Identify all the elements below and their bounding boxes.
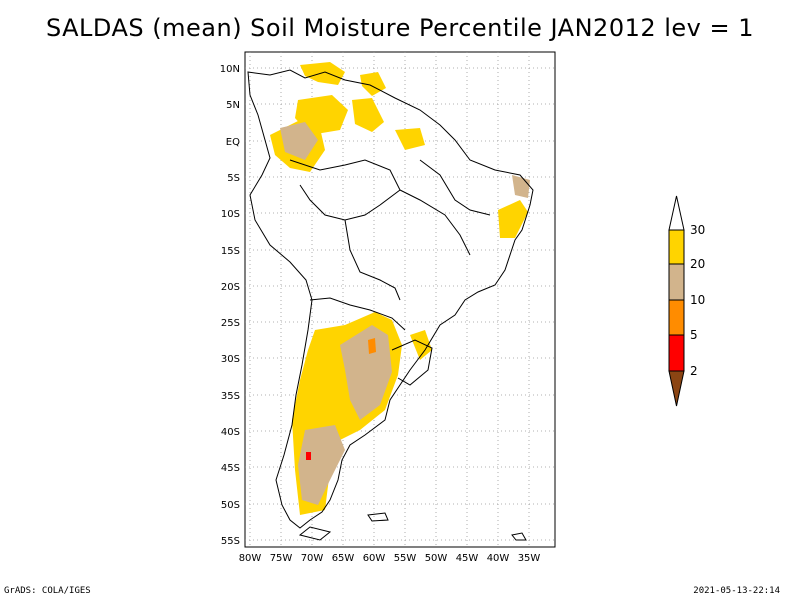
tierra-del-fuego	[298, 526, 332, 541]
shade-region	[306, 452, 311, 460]
lon-axis-labels: 80W 75W 70W 65W 60W 55W 50W 45W 40W 35W	[239, 553, 541, 564]
map-title: SALDAS (mean) Soil Moisture Percentile J…	[45, 14, 755, 42]
legend-label: 2	[690, 364, 698, 378]
shade-region	[410, 330, 432, 360]
legend-swatch-above-30	[668, 195, 685, 231]
lat-label: 20S	[221, 282, 240, 293]
continent-outline	[247, 69, 534, 529]
lat-label: 10N	[220, 64, 240, 75]
lat-axis-labels: 10N 5N EQ 5S 10S 15S 20S 25S 30S 35S 40S…	[220, 64, 240, 547]
legend-label: 20	[690, 257, 705, 271]
lat-label: 5S	[227, 173, 240, 184]
lat-label: EQ	[226, 137, 240, 148]
lat-label: 40S	[221, 427, 240, 438]
lat-label: 45S	[221, 463, 240, 474]
country-border	[391, 339, 433, 386]
country-border	[344, 219, 401, 301]
shade-region	[298, 425, 345, 505]
lon-label: 50W	[425, 553, 448, 564]
shade-region	[300, 62, 345, 85]
shade-region	[340, 325, 392, 420]
legend-swatch-20-30	[668, 229, 685, 265]
lon-label: 75W	[270, 553, 293, 564]
coastline	[247, 69, 534, 541]
shade-region	[280, 122, 318, 160]
shade-region	[395, 128, 425, 150]
country-border	[419, 159, 491, 216]
shade-region	[368, 338, 376, 354]
legend-swatch-2-5	[668, 334, 685, 372]
lon-label: 65W	[332, 553, 355, 564]
lon-label: 80W	[239, 553, 262, 564]
legend-label: 30	[690, 223, 705, 237]
country-border	[399, 189, 471, 256]
lon-label: 45W	[456, 553, 479, 564]
south-georgia	[511, 532, 527, 541]
country-border	[309, 297, 406, 331]
country-border	[289, 159, 401, 221]
lat-label: 25S	[221, 318, 240, 329]
lat-label: 10S	[221, 209, 240, 220]
footer-timestamp: 2021-05-13-22:14	[693, 586, 780, 596]
shade-region	[352, 98, 384, 132]
falkland-islands	[367, 512, 389, 522]
footer-credit: GrADS: COLA/IGES	[4, 586, 91, 596]
lat-label: 5N	[226, 100, 240, 111]
shaded-fields	[270, 62, 530, 515]
lon-label: 40W	[487, 553, 510, 564]
lon-label: 55W	[394, 553, 417, 564]
lon-label: 60W	[363, 553, 386, 564]
lat-label: 30S	[221, 354, 240, 365]
lon-label: 35W	[518, 553, 541, 564]
legend-label: 10	[690, 293, 705, 307]
lat-label: 35S	[221, 391, 240, 402]
lat-label: 15S	[221, 246, 240, 257]
lon-label: 70W	[301, 553, 324, 564]
legend-swatch-below-2	[668, 370, 685, 407]
lat-label: 50S	[221, 500, 240, 511]
legend-swatch-5-10	[668, 299, 685, 336]
shade-region	[498, 200, 528, 238]
color-legend: 30 20 10 5 2	[668, 195, 705, 407]
legend-label: 5	[690, 328, 698, 342]
lat-label: 55S	[221, 536, 240, 547]
legend-swatch-10-20	[668, 263, 685, 301]
